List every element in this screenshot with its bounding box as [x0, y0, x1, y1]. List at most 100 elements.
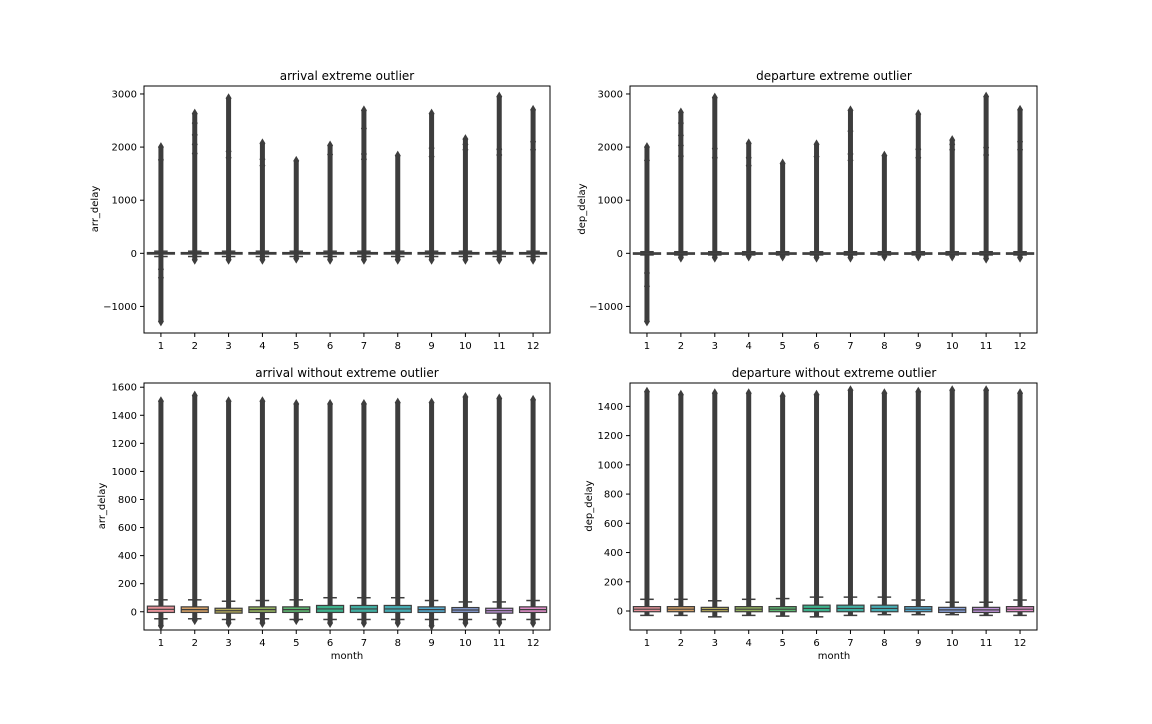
- flier-max: [711, 92, 718, 103]
- flier-max: [530, 104, 537, 115]
- box-month-9: [904, 386, 933, 616]
- plot-frame: [143, 382, 551, 631]
- flier: [677, 140, 684, 151]
- flier-max: [259, 396, 266, 407]
- x-tick-label: 8: [395, 638, 401, 649]
- flier-column: [158, 147, 164, 322]
- y-tick-label: 1000: [598, 196, 623, 207]
- subplot-departure-extreme: departure extreme outlier dep_delay −100…: [577, 69, 1038, 352]
- box-month-6: [315, 399, 345, 628]
- box-month-4: [248, 396, 277, 628]
- flier-column: [158, 401, 164, 626]
- flier: [259, 154, 266, 165]
- flier-max: [293, 399, 300, 410]
- flier-min: [157, 316, 164, 327]
- box-month-1: [146, 396, 176, 631]
- y-tick-label: 200: [604, 577, 623, 588]
- x-tick-label: 2: [192, 638, 198, 649]
- x-tick-label: 10: [459, 341, 472, 352]
- flier-column: [259, 143, 265, 260]
- flier: [711, 143, 718, 154]
- flier-column: [293, 160, 299, 259]
- subplot-title: departure without extreme outlier: [732, 366, 937, 380]
- flier-max: [157, 396, 164, 407]
- y-tick-label: 1000: [598, 460, 623, 471]
- flier-max: [191, 108, 198, 119]
- y-tick-label: 3000: [112, 89, 137, 100]
- flier: [643, 155, 650, 166]
- flier-max: [677, 107, 684, 118]
- flier: [191, 129, 198, 140]
- flier: [643, 267, 650, 278]
- flier-column: [881, 155, 887, 257]
- flier: [677, 151, 684, 162]
- box-month-4: [734, 138, 763, 262]
- flier: [915, 152, 922, 163]
- box-month-1: [632, 142, 662, 327]
- subplot-title: arrival extreme outlier: [280, 69, 415, 83]
- flier-column: [361, 404, 367, 623]
- box-month-10: [938, 385, 967, 616]
- flier-max: [360, 399, 367, 410]
- flier: [191, 118, 198, 129]
- y-tick-label: 0: [131, 249, 137, 260]
- flier-max: [225, 93, 232, 104]
- box-month-5: [282, 399, 311, 626]
- x-tick-label: 2: [192, 341, 198, 352]
- flier-min: [813, 252, 820, 263]
- flier-min: [677, 252, 684, 263]
- box-month-4: [734, 388, 763, 617]
- y-tick-label: 400: [604, 548, 623, 559]
- box-month-3: [214, 93, 243, 265]
- y-axis-label: arr_delay: [97, 483, 108, 530]
- x-tick-label: 1: [158, 341, 164, 352]
- flier-max: [496, 393, 503, 404]
- flier-column: [395, 155, 401, 260]
- flier-column: [983, 96, 989, 259]
- flier-max: [394, 397, 401, 408]
- box-month-1: [632, 386, 662, 617]
- flier: [157, 272, 164, 283]
- flier-max: [643, 386, 650, 397]
- x-tick-label: 11: [493, 341, 506, 352]
- flier-max: [915, 386, 922, 397]
- flier: [711, 152, 718, 163]
- flier-column: [949, 140, 955, 257]
- flier-column: [226, 98, 232, 260]
- x-tick-label: 6: [813, 638, 819, 649]
- flier-min: [983, 253, 990, 264]
- box-month-5: [282, 155, 311, 264]
- y-tick-label: 1600: [112, 383, 137, 394]
- flier-max: [496, 91, 503, 102]
- flier-max: [530, 394, 537, 405]
- box-month-12: [518, 394, 548, 628]
- box-month-8: [383, 150, 412, 265]
- flier-min: [711, 252, 718, 263]
- y-tick-label: 1200: [112, 439, 137, 450]
- flier: [428, 151, 435, 162]
- flier-max: [745, 138, 752, 149]
- box-month-7: [349, 105, 379, 265]
- x-tick-label: 10: [459, 638, 472, 649]
- box-month-2: [666, 107, 696, 263]
- flier: [496, 144, 503, 155]
- flier-max: [1017, 388, 1024, 399]
- y-tick-label: 600: [604, 519, 623, 530]
- box-month-2: [180, 390, 209, 626]
- flier-max: [779, 391, 786, 402]
- box-month-5: [768, 158, 797, 262]
- subplot-arrival-extreme: arrival extreme outlier arr_delay −1000 0…: [90, 69, 551, 352]
- flier-column: [530, 399, 536, 623]
- flier-column: [712, 393, 718, 617]
- flier: [360, 154, 367, 165]
- flier-column: [780, 396, 786, 617]
- box-month-8: [870, 150, 899, 262]
- x-tick-label: 7: [847, 638, 853, 649]
- flier-max: [157, 142, 164, 153]
- flier: [847, 126, 854, 137]
- x-tick-label: 12: [1014, 341, 1027, 352]
